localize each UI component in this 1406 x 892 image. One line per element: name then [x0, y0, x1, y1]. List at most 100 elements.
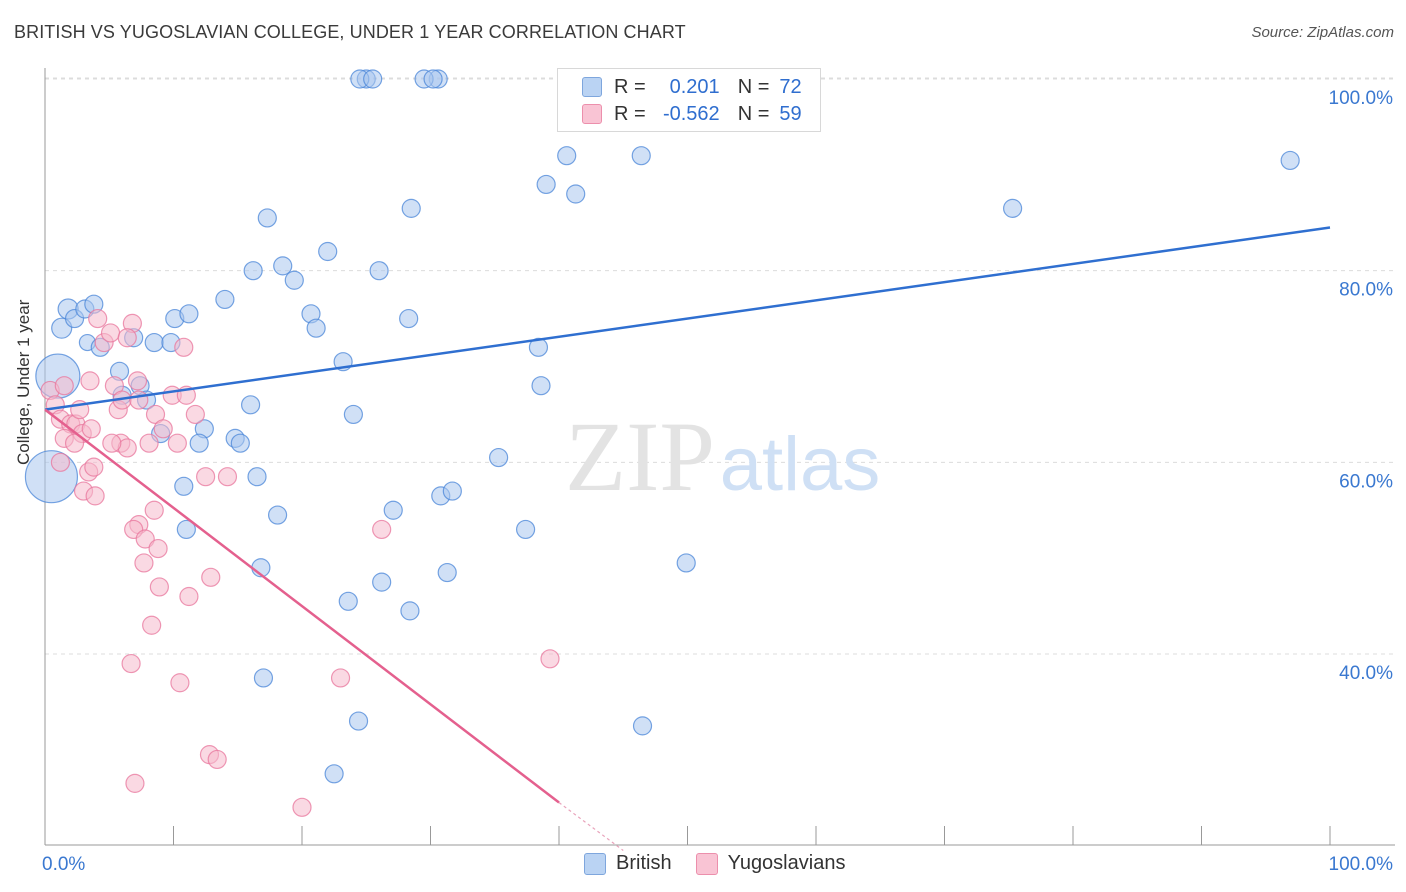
- axes: [44, 68, 1395, 846]
- yugoslavian-point: [81, 419, 101, 439]
- british-point: [372, 572, 392, 592]
- british-point: [273, 256, 293, 276]
- yugoslavian-point: [50, 452, 71, 472]
- british-point: [215, 289, 235, 310]
- british-point: [348, 711, 369, 731]
- yugoslavian-point: [174, 337, 194, 357]
- yugoslavian-legend-label: Yugoslavians: [727, 852, 846, 874]
- yugoslavian-point: [207, 749, 227, 770]
- x-tick-label: 100.0%: [1329, 854, 1394, 875]
- british-point: [306, 318, 326, 338]
- yugoslavian-point: [139, 433, 159, 453]
- british-point: [515, 519, 536, 540]
- british-point: [383, 500, 403, 520]
- british-point: [241, 395, 261, 415]
- n-label: N =: [737, 75, 770, 98]
- british-point: [536, 174, 556, 195]
- yugoslavian-point: [127, 371, 148, 391]
- british-point: [179, 304, 199, 324]
- n-value: 59: [779, 102, 802, 125]
- yugoslavian-point: [88, 308, 108, 329]
- british-point: [1003, 198, 1023, 218]
- british-point: [632, 716, 653, 736]
- british-point: [284, 270, 304, 290]
- yugoslavian-point: [540, 649, 560, 669]
- yugoslavian-point: [134, 553, 154, 573]
- yugoslavian-point: [84, 457, 104, 477]
- yugoslavian-trend-extension: [558, 802, 624, 851]
- british-point: [1280, 150, 1300, 171]
- yugoslavian-point: [64, 433, 85, 453]
- british-point: [338, 591, 358, 611]
- british-point: [528, 337, 549, 357]
- yugoslavian-point: [142, 615, 162, 635]
- british-point: [176, 519, 196, 540]
- british-point: [401, 198, 421, 218]
- yugoslavian-point: [102, 433, 122, 453]
- british-point: [174, 476, 194, 496]
- yugoslavian-point: [153, 419, 173, 439]
- yugoslavian-point: [80, 371, 100, 391]
- y-tick-label: 40.0%: [1339, 663, 1393, 684]
- yugoslavian-point: [125, 773, 145, 793]
- series-legend: British Yugoslavians: [584, 852, 845, 875]
- british-legend-label: British: [616, 852, 672, 874]
- british-point: [437, 562, 457, 583]
- yugoslavian-point: [201, 567, 221, 587]
- chart-title: BRITISH VS YUGOSLAVIAN COLLEGE, UNDER 1 …: [14, 22, 686, 42]
- yugoslavian-point: [54, 376, 74, 396]
- yugoslavian-point: [149, 577, 169, 597]
- yugoslavian-swatch: [582, 104, 602, 124]
- british-point: [243, 261, 263, 281]
- british-point: [189, 433, 209, 453]
- british-point: [144, 332, 164, 353]
- british-point: [557, 146, 577, 166]
- y-tick-label: 80.0%: [1339, 280, 1393, 301]
- british-point: [363, 69, 383, 89]
- tick-labels: 40.0% 60.0% 80.0% 100.0% 0.0% 100.0%: [42, 88, 1393, 875]
- british-point: [230, 433, 250, 453]
- source-label: Source: ZipAtlas.com: [1251, 24, 1394, 41]
- british-point: [343, 404, 363, 425]
- british-point: [318, 241, 338, 262]
- british-swatch: [582, 77, 602, 97]
- legend-row-yugoslavians: R = -0.562 N = 59: [582, 101, 802, 127]
- british-point: [676, 553, 696, 573]
- yugoslavian-trend-line: [44, 408, 560, 804]
- r-label: R =: [614, 75, 646, 98]
- y-tick-label: 60.0%: [1339, 471, 1393, 492]
- yugoslavian-point: [148, 538, 168, 559]
- yugoslavian-point: [372, 519, 392, 540]
- yugoslavian-point: [117, 328, 137, 348]
- british-point: [423, 69, 443, 89]
- yugoslavian-point: [217, 467, 238, 487]
- r-label: R =: [614, 102, 646, 125]
- yugoslavian-point: [330, 668, 351, 688]
- british-legend-swatch: [584, 852, 606, 875]
- yugoslavian-legend-swatch: [695, 852, 718, 875]
- watermark-atlas: atlas: [720, 422, 881, 507]
- british-point: [369, 261, 389, 281]
- n-label: N =: [737, 102, 770, 125]
- legend-row-british: R = 0.201 N = 72: [582, 74, 802, 100]
- yugoslavian-point: [170, 673, 190, 693]
- yugoslavian-point: [292, 797, 312, 817]
- yugoslavian-point: [196, 467, 216, 487]
- yugoslavian-point: [121, 653, 141, 674]
- r-value: 0.201: [669, 75, 720, 98]
- watermark-zip: ZIP: [565, 401, 715, 512]
- x-tick-label: 0.0%: [42, 854, 85, 875]
- yugoslavian-point: [167, 433, 187, 453]
- british-point: [489, 447, 509, 468]
- yugoslavian-point: [144, 500, 164, 520]
- yugoslavian-point: [100, 323, 121, 343]
- british-point: [566, 184, 586, 204]
- british-point: [400, 601, 420, 621]
- yugoslavian-point: [129, 390, 149, 410]
- british-point: [531, 376, 551, 396]
- yugoslavian-point: [185, 404, 205, 425]
- n-value: 72: [779, 75, 802, 98]
- y-axis-label: College, Under 1 year: [14, 299, 33, 465]
- y-tick-label: 100.0%: [1329, 88, 1394, 109]
